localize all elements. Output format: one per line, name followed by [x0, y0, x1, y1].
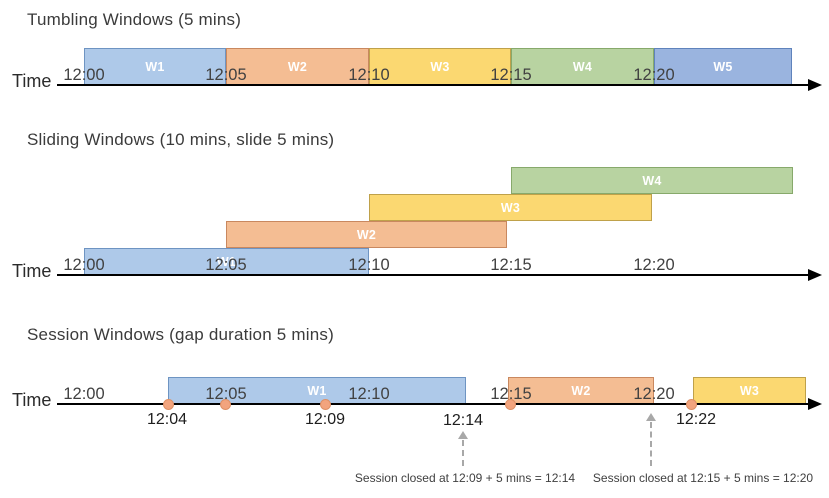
session-window-w3: W3 [693, 377, 806, 404]
sliding-window-w1-label: W1 [216, 254, 237, 269]
tumbling-tick-1205: 12:05 [205, 66, 247, 84]
tumbling-window-w1-label: W1 [145, 59, 165, 74]
event-dot-1222 [686, 399, 697, 410]
event-label-1214: 12:14 [442, 412, 484, 429]
tumbling-section-title: Tumbling Windows (5 mins) [27, 10, 242, 29]
sliding-timeline [57, 274, 810, 276]
tumbling-time-axis-label: Time [12, 71, 52, 91]
sliding-time-axis-label: Time [12, 261, 52, 281]
session-time-axis-label: Time [12, 390, 52, 410]
tumbling-timeline-arrowhead-icon [808, 79, 822, 91]
session-closed-2-up-arrow-icon [646, 413, 656, 421]
event-dot-1206 [220, 399, 231, 410]
tumbling-window-w1: W1 [84, 48, 226, 85]
event-dot-1204 [163, 399, 174, 410]
tumbling-tick-1200: 12:00 [63, 66, 105, 84]
session-timeline-arrowhead-icon [808, 398, 822, 410]
tumbling-window-w3: W3 [369, 48, 511, 85]
session-window-w1: W1 [168, 377, 466, 404]
tumbling-window-w2: W2 [226, 48, 369, 85]
session-tick-1210: 12:10 [348, 385, 390, 403]
sliding-tick-1210: 12:10 [348, 256, 390, 274]
sliding-section-title: Sliding Windows (10 mins, slide 5 mins) [27, 130, 335, 149]
sliding-timeline-arrowhead-icon [808, 269, 822, 281]
session-closed-2-dashed-line [650, 422, 652, 466]
sliding-tick-1205: 12:05 [205, 256, 247, 274]
sliding-tick-1200: 12:00 [63, 256, 105, 274]
session-tick-1200: 12:00 [63, 385, 105, 403]
tumbling-tick-1220: 12:20 [633, 66, 675, 84]
event-dot-1209 [320, 399, 331, 410]
sliding-window-w2-label: W2 [356, 227, 377, 242]
tumbling-window-w5: W5 [654, 48, 792, 85]
sliding-window-w2: W2 [226, 221, 507, 248]
tumbling-timeline [57, 84, 810, 86]
sliding-window-w3: W3 [369, 194, 652, 221]
tumbling-window-w3-label: W3 [430, 59, 450, 74]
sliding-window-w4: W4 [511, 167, 793, 194]
event-label-1204: 12:04 [146, 411, 188, 428]
event-dot-1215 [505, 399, 516, 410]
tumbling-window-w4: W4 [511, 48, 654, 85]
event-label-1209: 12:09 [304, 411, 346, 428]
tumbling-window-w2-label: W2 [287, 59, 308, 74]
session-tick-1215: 12:15 [490, 385, 532, 403]
tumbling-window-w4-label: W4 [572, 59, 593, 74]
sliding-window-w3-label: W3 [500, 200, 521, 215]
sliding-tick-1215: 12:15 [490, 256, 532, 274]
event-label-1222: 12:22 [675, 411, 717, 428]
session-tick-1205: 12:05 [205, 385, 247, 403]
session-section-title: Session Windows (gap duration 5 mins) [27, 325, 334, 344]
session-closed-annotation-2: Session closed at 12:15 + 5 mins = 12:20 [592, 471, 814, 485]
sliding-window-w4-label: W4 [642, 173, 662, 188]
session-closed-1-dashed-line [462, 440, 464, 466]
tumbling-window-w5-label: W5 [713, 59, 733, 74]
session-closed-annotation-1: Session closed at 12:09 + 5 mins = 12:14 [354, 471, 576, 485]
session-window-w3-label: W3 [739, 383, 760, 398]
session-timeline [57, 403, 810, 405]
sliding-tick-1220: 12:20 [633, 256, 675, 274]
session-window-w1-label: W1 [307, 383, 327, 398]
session-tick-1220: 12:20 [633, 385, 675, 403]
tumbling-tick-1210: 12:10 [348, 66, 390, 84]
session-window-w2-label: W2 [571, 383, 591, 398]
session-closed-1-up-arrow-icon [458, 431, 468, 439]
tumbling-tick-1215: 12:15 [490, 66, 532, 84]
session-window-w2: W2 [508, 377, 654, 404]
